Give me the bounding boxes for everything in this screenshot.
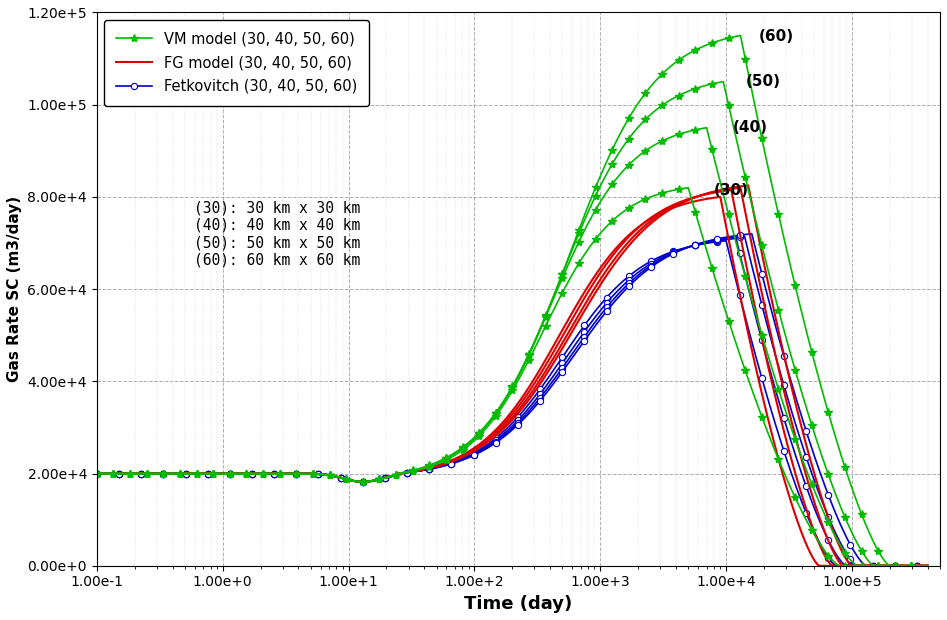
FG model (30, 40, 50, 60) [715, 193, 726, 201]
Fetkovitch (30, 40, 50, 60) [816, 544, 828, 551]
VM model (30, 40, 50, 60) [816, 544, 828, 551]
FG model (30, 40, 50, 60) [410, 467, 421, 475]
Fetkovitch (30, 40, 50, 60) [186, 470, 197, 477]
FG model (30, 40, 50, 60) [922, 562, 934, 570]
FG model (30, 40, 50, 60) [235, 470, 246, 477]
Fetkovitch (30, 40, 50, 60) [91, 470, 102, 477]
Text: (60): (60) [759, 29, 794, 44]
Text: (30): (30) [714, 184, 749, 198]
Fetkovitch (30, 40, 50, 60) [906, 562, 918, 570]
FG model (30, 40, 50, 60) [813, 562, 825, 570]
Y-axis label: Gas Rate SC (m3/day): Gas Rate SC (m3/day) [7, 196, 22, 382]
VM model (30, 40, 50, 60) [235, 470, 246, 477]
FG model (30, 40, 50, 60) [816, 562, 828, 570]
X-axis label: Time (day): Time (day) [464, 595, 573, 613]
Line: FG model (30, 40, 50, 60): FG model (30, 40, 50, 60) [97, 197, 928, 566]
VM model (30, 40, 50, 60) [186, 470, 197, 477]
Fetkovitch (30, 40, 50, 60) [410, 467, 421, 475]
Legend: VM model (30, 40, 50, 60), FG model (30, 40, 50, 60), Fetkovitch (30, 40, 50, 60: VM model (30, 40, 50, 60), FG model (30,… [104, 20, 368, 105]
VM model (30, 40, 50, 60) [922, 562, 934, 570]
VM model (30, 40, 50, 60) [91, 470, 102, 477]
Text: (50): (50) [745, 74, 780, 89]
VM model (30, 40, 50, 60) [683, 184, 694, 192]
FG model (30, 40, 50, 60) [906, 562, 918, 570]
Fetkovitch (30, 40, 50, 60) [721, 237, 732, 244]
Fetkovitch (30, 40, 50, 60) [446, 459, 457, 466]
Fetkovitch (30, 40, 50, 60) [922, 562, 934, 570]
Fetkovitch (30, 40, 50, 60) [235, 470, 246, 477]
Line: Fetkovitch (30, 40, 50, 60): Fetkovitch (30, 40, 50, 60) [94, 237, 931, 569]
Text: (30): 30 km x 30 km
(40): 40 km x 40 km
(50): 50 km x 50 km
(60): 60 km x 60 km: (30): 30 km x 30 km (40): 40 km x 40 km … [194, 201, 360, 268]
VM model (30, 40, 50, 60) [906, 562, 918, 570]
FG model (30, 40, 50, 60) [446, 457, 457, 464]
FG model (30, 40, 50, 60) [91, 470, 102, 477]
Text: (40): (40) [732, 120, 767, 135]
FG model (30, 40, 50, 60) [186, 470, 197, 477]
Line: VM model (30, 40, 50, 60): VM model (30, 40, 50, 60) [93, 184, 932, 570]
VM model (30, 40, 50, 60) [834, 562, 846, 570]
VM model (30, 40, 50, 60) [410, 467, 421, 474]
VM model (30, 40, 50, 60) [446, 453, 457, 461]
Fetkovitch (30, 40, 50, 60) [831, 562, 842, 570]
